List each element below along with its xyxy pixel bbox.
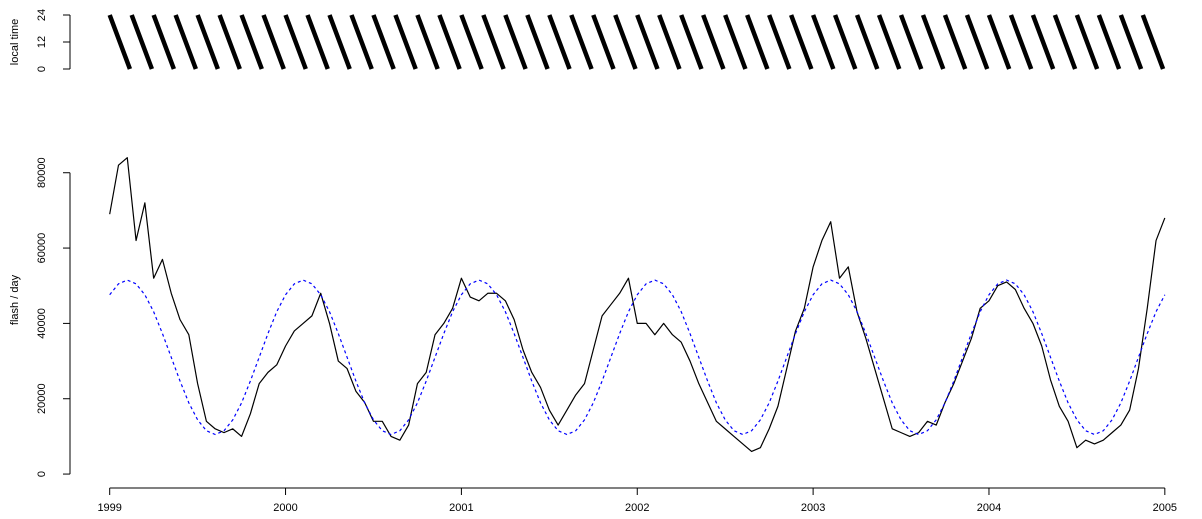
y-tick-label: 80000 <box>36 157 48 188</box>
x-tick-label: 1999 <box>97 502 121 514</box>
data-line <box>109 279 1166 436</box>
y-tick-label: 12 <box>36 36 48 48</box>
data-line <box>109 157 1166 453</box>
y-axis-label: flash / day <box>9 274 21 325</box>
y-tick-label: 40000 <box>36 308 48 339</box>
x-tick-label: 2002 <box>625 502 649 514</box>
y-tick-label: 20000 <box>36 383 48 414</box>
y-tick-label: 24 <box>36 9 48 21</box>
data-line <box>107 14 1166 70</box>
x-tick-label: 2005 <box>1153 502 1177 514</box>
y-tick-label: 0 <box>36 471 48 477</box>
x-tick-label: 2000 <box>273 502 297 514</box>
x-tick-label: 2003 <box>801 502 825 514</box>
y-tick-label: 60000 <box>36 233 48 264</box>
y-axis-label: local time <box>9 19 21 65</box>
x-tick-label: 2001 <box>449 502 473 514</box>
y-tick-label: 0 <box>36 66 48 72</box>
x-tick-label: 2004 <box>977 502 1001 514</box>
